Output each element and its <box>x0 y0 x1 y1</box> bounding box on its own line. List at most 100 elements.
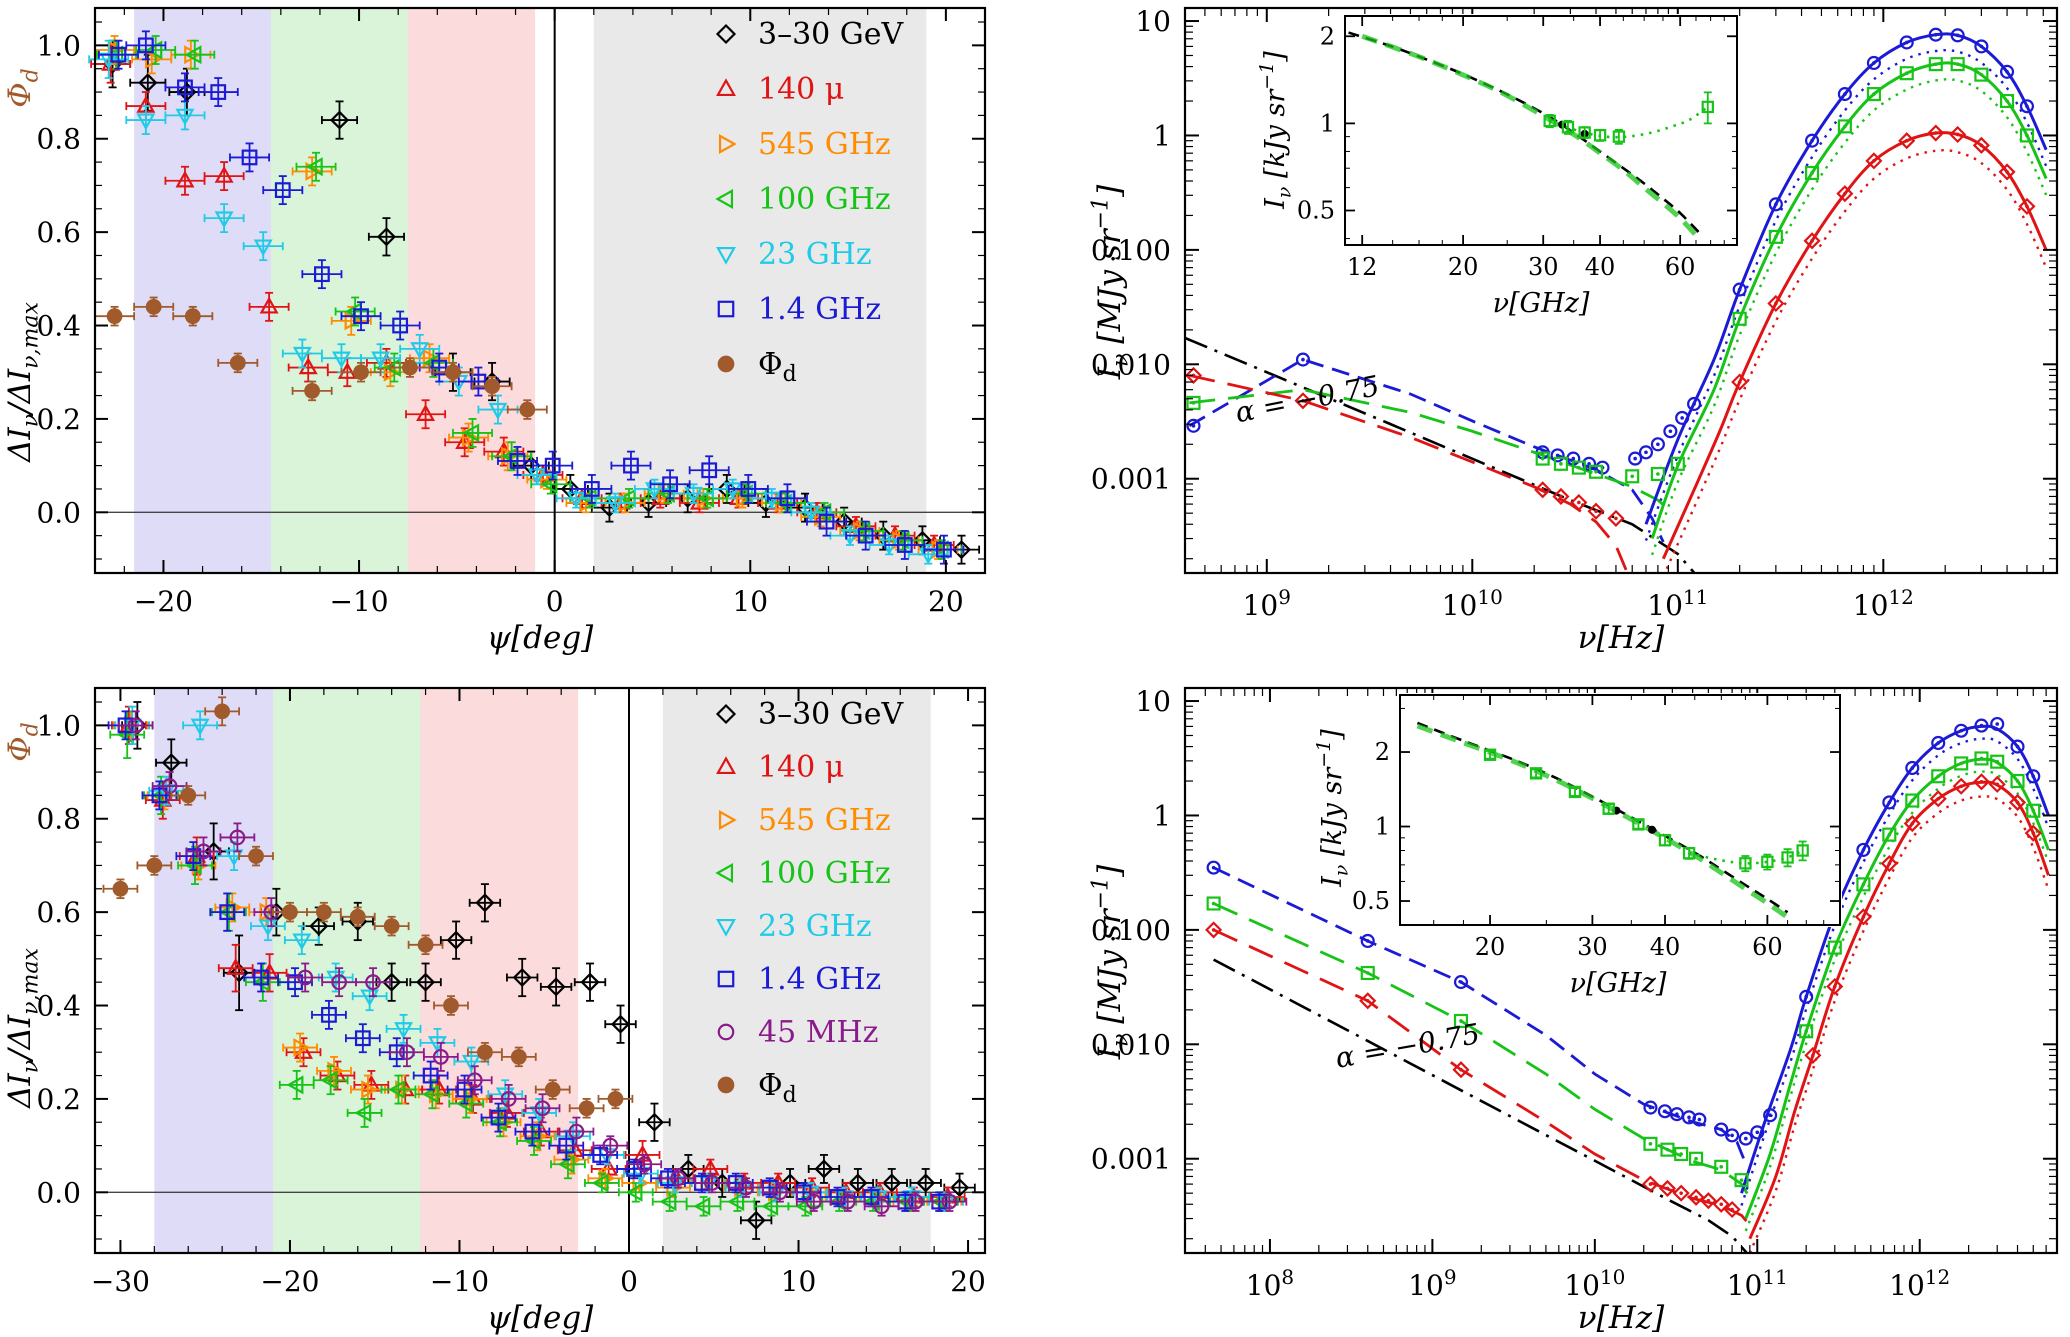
bump-dotted-dust-blue <box>1740 737 2050 1206</box>
y-tick-label: 0.100 <box>1091 914 1171 947</box>
inset-y-tick: 0.5 <box>1352 887 1390 915</box>
y-axis-label: Iν [MJy sr−1] <box>1089 864 1134 1060</box>
x-tick-label: 1010 <box>1442 585 1503 622</box>
legend-label: 140 μ <box>758 750 844 785</box>
line-radio-red <box>1213 928 1755 1231</box>
y-tick-label: 0.010 <box>1091 348 1171 381</box>
x-tick-label: 0 <box>620 1265 638 1298</box>
y-tick-label: 1 <box>1153 799 1171 832</box>
alpha-annotation: α = −0.75 <box>1333 1017 1482 1075</box>
x-tick-label: −10 <box>330 585 389 618</box>
legend-label: 100 GHz <box>758 182 891 217</box>
legend-label: 545 GHz <box>758 127 891 162</box>
y-tick-label: 1.0 <box>36 29 81 62</box>
line-radio-green <box>1189 388 1675 515</box>
y-tick-label: 0.100 <box>1091 234 1171 267</box>
y-tick-label: 1.0 <box>36 709 81 742</box>
x-tick-label: 109 <box>1243 585 1291 622</box>
shaded-bands <box>154 688 931 1253</box>
legend-label: 23 GHz <box>758 237 872 272</box>
legend-label: 45 MHz <box>758 1015 878 1050</box>
x-tick-label: 1011 <box>1647 585 1708 622</box>
line-radio-blue <box>1213 866 1748 1165</box>
x-tick-label: 109 <box>1408 1265 1456 1302</box>
inset-panel: 20 30 40 60 0.5 1 2 ν[GHz] Iν [kJy sr−1] <box>1313 693 1842 999</box>
markers-pts-red <box>1185 124 2036 527</box>
y-axis-label: ΔIν/ΔIν,max <box>2 301 43 462</box>
panel-top-left-profiles: −20 −10 0 10 20 0.0 0.2 0.4 0.6 0.8 1.0 ψ[deg] ΔIν/Δ… <box>2 6 987 656</box>
inset-y-tick: 2 <box>1375 738 1390 766</box>
inset-green-squares <box>1543 91 1714 145</box>
axes-frame: 109 1010 1011 1012 10 1 0.100 0.010 0.001 <box>1091 5 2059 622</box>
y-tick-label: 0.6 <box>36 216 81 249</box>
inset-x-tick: 60 <box>1665 253 1696 281</box>
line-radio-red <box>1189 374 1628 571</box>
legend-label: 140 μ <box>758 72 844 107</box>
inset-y-tick: 1 <box>1375 813 1390 841</box>
line-radio-blue <box>1188 358 1665 543</box>
legend: 3–30 GeV 140 μ 545 GHz 100 GHz 23 GHz 1.4 GHz… <box>715 697 905 1108</box>
y-tick-label: 0.6 <box>36 896 81 929</box>
inset-x-tick: 20 <box>1475 933 1506 961</box>
inset-y-axis-label: Iν [kJy sr−1] <box>1256 51 1295 210</box>
inset-y-tick: 1 <box>1320 109 1335 137</box>
y-tick-label: 0.8 <box>36 123 81 156</box>
y-tick-label: 0.2 <box>36 1083 81 1116</box>
inset-x-axis-label: ν[GHz] <box>1570 968 1667 999</box>
markers-pts-red <box>1205 773 2042 1219</box>
y-axis-label: Iν [MJy sr−1] <box>1089 184 1134 380</box>
legend-label: 3–30 GeV <box>758 17 905 52</box>
inset-black-dot <box>1648 825 1657 834</box>
markers-pts-green <box>1186 57 2035 484</box>
x-tick-label: −30 <box>91 1265 150 1298</box>
line-sync-powerlaw-black <box>1213 958 1749 1253</box>
x-axis-label: ν[Hz] <box>1578 1300 1665 1336</box>
markers-pts-green <box>1206 751 2041 1188</box>
inset-x-tick: 30 <box>1528 253 1559 281</box>
x-tick-label: 0 <box>546 585 564 618</box>
y-tick-label: 0.0 <box>36 1176 81 1209</box>
axes-frame: −20 −10 0 10 20 0.0 0.2 0.4 0.6 0.8 1.0 <box>36 6 987 618</box>
y-tick-label: 0.8 <box>36 803 81 836</box>
legend-label: 3–30 GeV <box>758 697 905 732</box>
inset-x-tick: 40 <box>1585 253 1616 281</box>
y-tick-label: 0.0 <box>36 496 81 529</box>
inset-x-tick: 12 <box>1347 253 1378 281</box>
bump-solid-dust-blue <box>1644 32 2048 525</box>
x-tick-label: 108 <box>1246 1265 1294 1302</box>
inset-x-axis-label: ν[GHz] <box>1493 288 1590 319</box>
inset-x-tick: 30 <box>1577 933 1608 961</box>
legend-label: Φd <box>758 1068 797 1108</box>
legend-label: 100 GHz <box>758 856 891 891</box>
inset-data-green-dotted <box>1688 849 1804 865</box>
bump-solid-dust-green <box>1650 61 2048 540</box>
x-tick-label: 10 <box>781 1265 817 1298</box>
x-tick-label: 1012 <box>1889 1265 1950 1302</box>
x-tick-label: 10 <box>732 585 768 618</box>
x-tick-label: 20 <box>950 1265 986 1298</box>
bump-solid-dust-blue <box>1740 724 2050 1194</box>
legend-label: 1.4 GHz <box>758 962 881 997</box>
bump-dotted-dust-blue <box>1644 48 2048 542</box>
series-phi-d <box>94 296 548 420</box>
inset-x-tick: 40 <box>1650 933 1681 961</box>
x-tick-label: 1010 <box>1564 1265 1625 1302</box>
line-sync-powerlaw-black <box>1185 336 1697 573</box>
inset-y-axis-label: Iν [kJy sr−1] <box>1313 729 1352 888</box>
inset-axes: 20 30 40 60 0.5 1 2 <box>1352 694 1841 961</box>
y-tick-label: 0.001 <box>1091 1143 1171 1176</box>
y-tick-label: 0.2 <box>36 403 81 436</box>
y-tick-label: 0.001 <box>1091 463 1171 496</box>
sed-curves <box>1205 716 2050 1253</box>
series-1.4-GHz <box>98 30 965 565</box>
inset-green-squares <box>1483 748 1809 873</box>
x-tick-label: 1011 <box>1727 1265 1788 1302</box>
bump-dotted-dust-red <box>1748 795 2050 1253</box>
markers-pts-blue <box>1206 716 2041 1146</box>
inset-x-tick: 60 <box>1752 933 1783 961</box>
series-23-GHz <box>88 39 949 565</box>
y-axis-label: ΔIν/ΔIν,max <box>2 947 43 1108</box>
